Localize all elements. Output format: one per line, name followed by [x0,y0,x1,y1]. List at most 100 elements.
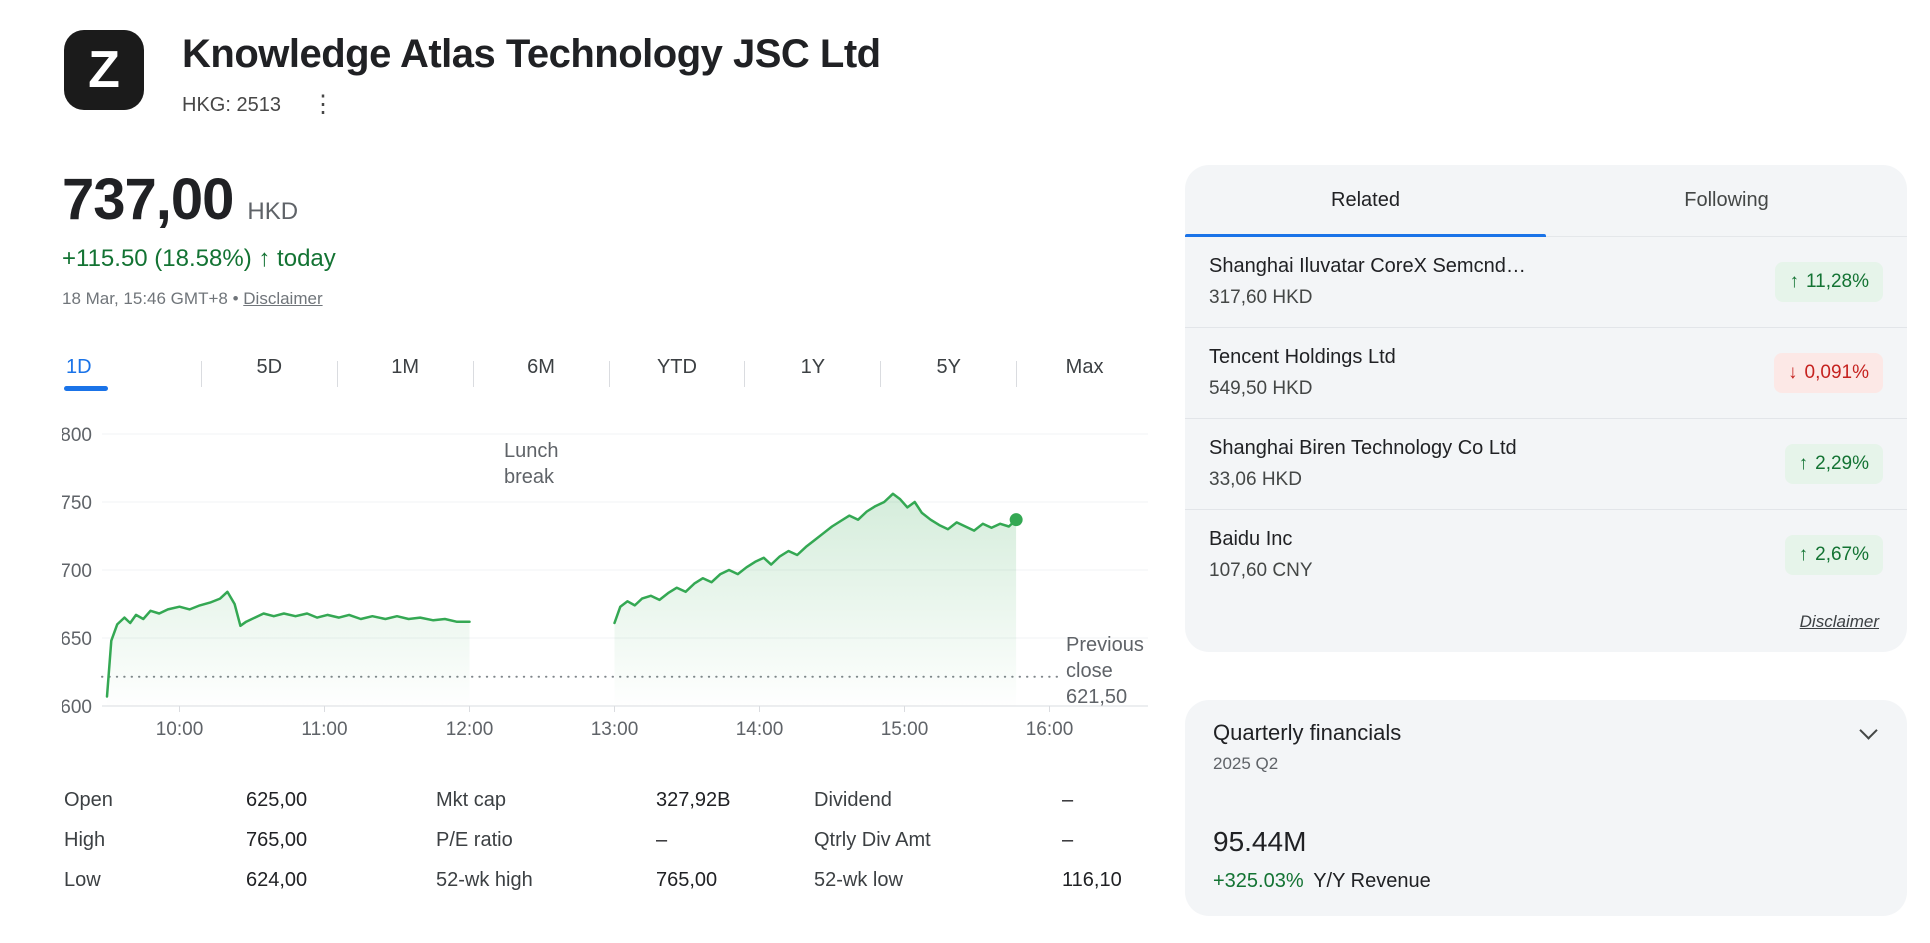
stat-value: – [1062,789,1074,811]
stat-label: Open [64,789,113,811]
change-value: +115.50 (18.58%) [62,245,252,272]
svg-text:14:00: 14:00 [736,719,784,740]
stat-open: Open 625,00 [64,788,436,812]
revenue-change-label: Y/Y Revenue [1313,870,1431,892]
stock-name: Tencent Holdings Ltd [1209,346,1396,368]
svg-text:11:00: 11:00 [301,719,347,740]
stat-value: 116,10 [1062,869,1122,891]
range-tab-1y[interactable]: 1Y [745,352,880,396]
related-card-tabs: Related Following [1185,165,1907,237]
stat-value: 765,00 [656,869,718,891]
up-arrow-icon: ↑ [1789,271,1799,292]
price-chart-container[interactable]: 600 650 700 750 800 10:00 11:00 12:00 13:00 14:00… [62,424,1150,744]
tab-divider [744,361,746,387]
related-stock-row[interactable]: Tencent Holdings Ltd 549,50 HKD ↓ 0,091% [1185,327,1907,418]
financials-title: Quarterly financials [1213,720,1402,745]
stock-header: Z Knowledge Atlas Technology JSC Ltd HKG… [64,30,881,117]
stat-label: High [64,829,106,851]
change-badge: ↑ 2,67% [1784,535,1883,575]
svg-text:800: 800 [62,425,92,446]
price-change-row: +115.50 (18.58%) ↑ today [62,245,336,273]
range-tab-5d[interactable]: 5D [202,352,337,396]
tab-label: 1D [66,356,92,378]
stat-label: Dividend [814,789,892,811]
range-tab-max[interactable]: Max [1017,352,1152,396]
previous-close-annotation: Previous close 621,50 [1066,632,1158,710]
related-stocks-card: Related Following Shanghai Iluvatar Core… [1185,165,1907,652]
up-arrow-icon: ↑ [1798,453,1809,474]
svg-text:750: 750 [62,493,92,514]
related-stock-row[interactable]: Shanghai Iluvatar CoreX Semcnd… 317,60 H… [1185,237,1907,327]
quote-section: 737,00 HKD +115.50 (18.58%) ↑ today 18 M… [62,166,336,309]
down-arrow-icon: ↓ [1788,362,1798,383]
more-options-icon[interactable]: ⋮ [310,91,335,118]
stat-52wk-low: 52-wk low 116,10 [814,868,1152,892]
stock-name: Baidu Inc [1209,528,1293,550]
stat-dividend: Dividend – [814,788,1152,812]
change-percent: 2,67% [1815,544,1869,565]
currency-label: HKD [247,198,299,225]
svg-text:10:00: 10:00 [156,719,204,740]
price-chart[interactable]: 600 650 700 750 800 10:00 11:00 12:00 13:00 14:00… [62,424,1150,742]
svg-text:600: 600 [62,697,92,718]
stat-value: 765,00 [246,829,308,851]
tab-divider [608,361,610,387]
svg-text:650: 650 [62,629,92,650]
financials-header: Quarterly financials 2025 Q2 [1213,720,1879,774]
stock-price: 549,50 HKD [1209,378,1313,399]
related-stocks-list: Shanghai Iluvatar CoreX Semcnd… 317,60 H… [1185,237,1907,600]
stat-label: Low [64,869,101,891]
tab-label: 5Y [936,356,961,378]
disclaimer-link[interactable]: Disclaimer [1799,612,1879,631]
range-tab-5y[interactable]: 5Y [881,352,1016,396]
stock-price: 107,60 CNY [1209,560,1313,581]
tab-related[interactable]: Related [1331,189,1400,211]
svg-text:15:00: 15:00 [881,719,929,740]
range-tab-1m[interactable]: 1M [338,352,473,396]
change-badge: ↑ 2,29% [1784,444,1883,484]
page-title: Knowledge Atlas Technology JSC Ltd [182,32,881,76]
previous-close-value: 621,50 [1066,686,1128,708]
tab-label: 5D [256,356,283,378]
chevron-down-icon[interactable] [1859,721,1878,740]
stat-label: P/E ratio [436,829,513,851]
current-price: 737,00 [62,167,234,232]
active-tab-indicator [1185,234,1546,237]
active-tab-underline [64,386,108,391]
quarterly-financials-card: Quarterly financials 2025 Q2 95.44M +325… [1185,700,1907,916]
range-tab-1d[interactable]: 1D [62,352,201,396]
tab-label: 1M [391,356,420,378]
stat-value: 624,00 [246,869,308,891]
previous-close-text: Previous close [1066,634,1144,682]
related-stock-row[interactable]: Shanghai Biren Technology Co Ltd 33,06 H… [1185,418,1907,509]
stock-price: 33,06 HKD [1209,469,1302,490]
stat-pe-ratio: P/E ratio – [436,828,814,852]
svg-text:12:00: 12:00 [446,719,494,740]
tab-divider [336,361,338,387]
stock-name: Shanghai Iluvatar CoreX Semcnd… [1209,255,1526,277]
stat-value: 327,92B [656,789,731,811]
stat-label: 52-wk high [436,869,533,891]
key-stats-table: Open 625,00 High 765,00 Low 624,00 Mkt c… [64,788,1152,892]
range-tab-6m[interactable]: 6M [474,352,609,396]
tab-following[interactable]: Following [1684,189,1769,211]
tab-label: Max [1065,356,1104,378]
timestamp-text: 18 Mar, 15:46 GMT+8 [62,289,228,308]
stat-label: Qtrly Div Amt [814,829,931,851]
ticker-symbol: HKG: 2513 [182,93,281,116]
disclaimer-link[interactable]: Disclaimer [243,289,323,308]
stat-label: 52-wk low [814,869,903,891]
related-stock-row[interactable]: Baidu Inc 107,60 CNY ↑ 2,67% [1185,509,1907,600]
tab-label: YTD [656,356,697,378]
change-percent: 11,28% [1805,271,1869,292]
stat-qtrly-div-amt: Qtrly Div Amt – [814,828,1152,852]
stat-52wk-high: 52-wk high 765,00 [436,868,814,892]
lunch-break-annotation: Lunch break [504,440,559,488]
up-arrow-icon: ↑ [1798,544,1809,565]
change-percent: 0,091% [1804,362,1869,383]
stock-name: Shanghai Biren Technology Co Ltd [1209,437,1517,459]
tab-divider [880,361,882,387]
up-arrow-icon: ↑ [258,245,271,272]
range-tab-ytd[interactable]: YTD [610,352,745,396]
